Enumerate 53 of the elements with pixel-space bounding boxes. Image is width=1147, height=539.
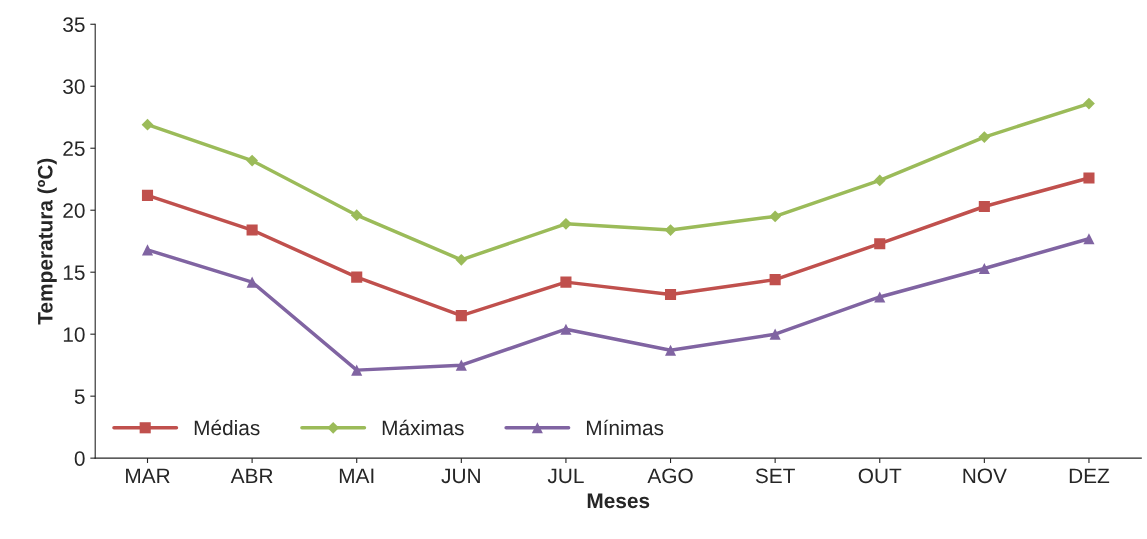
point: [560, 217, 572, 230]
point: [455, 359, 467, 371]
point: [874, 238, 886, 250]
y-tick-label: 15: [63, 265, 85, 280]
y-tick-label: 5: [74, 389, 85, 404]
point: [351, 364, 363, 376]
x-tick-label: MAR: [126, 468, 170, 483]
point: [246, 276, 258, 288]
legend-label: Médias: [194, 419, 260, 436]
point: [560, 323, 572, 335]
point: [873, 174, 886, 187]
point: [1083, 233, 1095, 245]
x-tick-label: JUN: [441, 468, 480, 484]
point: [246, 154, 258, 167]
x-axis-title: Meses: [587, 493, 650, 509]
point: [141, 189, 154, 201]
y-tick-label: 25: [63, 141, 85, 156]
point: [978, 200, 990, 213]
legend-label: Mínimas: [586, 419, 664, 436]
y-tick-label: 10: [63, 327, 85, 342]
x-tick-label: ABR: [230, 468, 273, 483]
point: [351, 271, 363, 283]
point: [1083, 172, 1095, 184]
x-tick-label: MAI: [339, 468, 374, 483]
x-tick-label: DEZ: [1069, 468, 1110, 483]
legend-label: Máximas: [382, 419, 464, 436]
y-tick-label: 30: [63, 79, 85, 94]
point: [874, 291, 886, 303]
x-tick-label: AGO: [647, 468, 693, 484]
y-tick-label: 20: [63, 203, 85, 218]
y-tick-label: 35: [63, 17, 85, 33]
y-axis-title: Temperatura (ºC): [37, 158, 57, 325]
point: [350, 209, 363, 222]
x-tick-label: NOV: [963, 468, 1007, 484]
y-tick-label: 0: [74, 451, 85, 466]
point: [455, 253, 468, 266]
x-tick-label: SET: [755, 468, 795, 484]
point: [769, 210, 782, 223]
point: [1083, 97, 1095, 110]
x-tick-label: OUT: [858, 468, 902, 484]
point: [664, 288, 677, 301]
x-tick-label: JUL: [547, 468, 584, 484]
point: [664, 344, 677, 356]
point: [978, 262, 990, 275]
point: [978, 131, 991, 143]
point: [246, 224, 258, 236]
point: [769, 274, 781, 286]
point: [560, 276, 572, 288]
point: [769, 328, 781, 340]
point: [664, 224, 677, 236]
point: [141, 118, 154, 131]
point: [455, 310, 467, 322]
point: [141, 244, 154, 256]
